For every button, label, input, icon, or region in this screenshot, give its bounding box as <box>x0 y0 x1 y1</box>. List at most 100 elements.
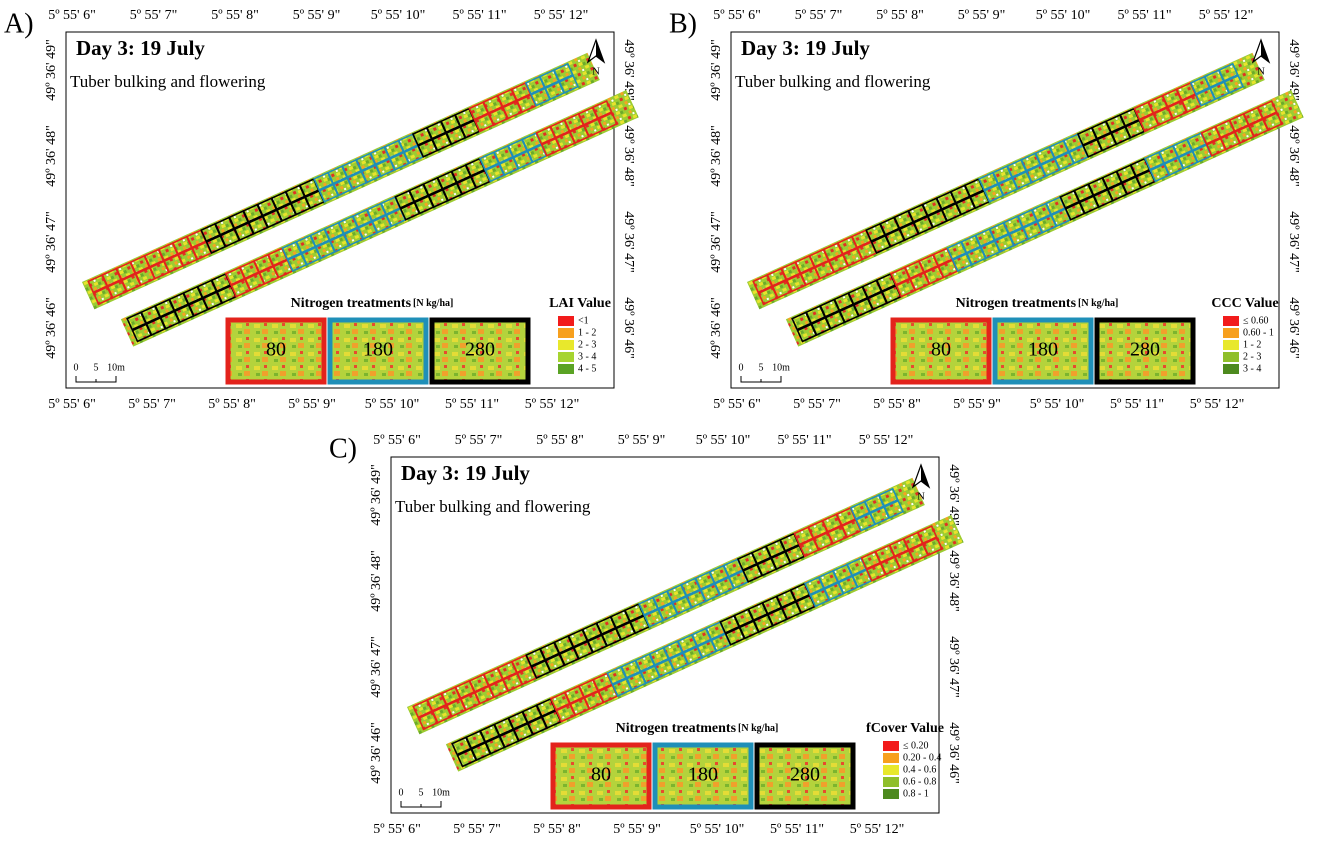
bottom-tick-label: 5º 55' 7" <box>453 822 501 837</box>
treatment-label: 180 <box>688 764 718 786</box>
value-swatch <box>883 741 899 751</box>
top-tick-label: 5º 55' 7" <box>795 8 843 23</box>
value-class-label: ≤ 0.20 <box>903 740 929 751</box>
treatment-label: 280 <box>1130 339 1160 361</box>
value-class-label: <1 <box>578 315 589 326</box>
top-tick-label: 5º 55' 8" <box>876 8 924 23</box>
bottom-tick-label: 5º 55' 9" <box>953 397 1001 412</box>
value-class-label: ≤ 0.60 <box>1243 315 1269 326</box>
top-tick-label: 5º 55' 9" <box>958 8 1006 23</box>
bottom-tick-label: 5º 55' 12" <box>1190 397 1245 412</box>
left-tick-label: 49º 36' 46" <box>44 297 59 359</box>
value-class-label: 0.20 - 0.4 <box>903 752 941 763</box>
top-tick-label: 5º 55' 10" <box>696 433 751 448</box>
right-tick-label: 49º 36' 47" <box>621 211 636 273</box>
top-tick-label: 5º 55' 7" <box>130 8 178 23</box>
top-tick-label: 5º 55' 6" <box>713 8 761 23</box>
left-tick-label: 49º 36' 46" <box>709 297 724 359</box>
treatments-title-text: Nitrogen treatments <box>616 721 737 736</box>
top-tick-label: 5º 55' 10" <box>371 8 426 23</box>
top-tick-label: 5º 55' 7" <box>455 433 503 448</box>
right-tick-label: 49º 36' 47" <box>946 636 961 698</box>
top-tick-label: 5º 55' 12" <box>534 8 589 23</box>
bottom-tick-label: 5º 55' 6" <box>713 397 761 412</box>
map-title: Day 3: 19 July <box>76 36 205 60</box>
value-swatch <box>1223 328 1239 338</box>
scale-label: 0 <box>739 362 744 373</box>
value-class-label: 2 - 3 <box>1243 351 1261 362</box>
treatments-unit: [N kg/ha] <box>413 298 453 309</box>
value-swatch <box>558 316 574 326</box>
treatments-title: Nitrogen treatments[N kg/ha] <box>616 721 779 736</box>
bottom-tick-label: 5º 55' 8" <box>208 397 256 412</box>
map-panel: C) 5º 55' 6" 5º 55' 7" 5º 55' 8" 5º 55' 9" 5º… <box>329 433 964 837</box>
bottom-tick-label: 5º 55' 10" <box>365 397 420 412</box>
bottom-tick-label: 5º 55' 9" <box>288 397 336 412</box>
treatment-label: 80 <box>931 339 951 361</box>
treatment-label: 180 <box>363 339 393 361</box>
value-swatch <box>883 789 899 799</box>
top-tick-label: 5º 55' 11" <box>1117 8 1171 23</box>
value-class-label: 0.8 - 1 <box>903 788 929 799</box>
figure: A) 5º 55' 6" 5º 55' 7" 5º 55' 8" 5º 55' 9" 5º… <box>0 0 1341 844</box>
map-subtitle: Tuber bulking and flowering <box>70 72 266 91</box>
bottom-tick-label: 5º 55' 8" <box>873 397 921 412</box>
treatments-unit: [N kg/ha] <box>738 723 778 734</box>
bottom-tick-label: 5º 55' 8" <box>533 822 581 837</box>
value-legend-title: LAI Value <box>549 296 611 311</box>
page: {"panels": [ {"letter": "A)", "title": "… <box>0 0 1341 844</box>
north-label: N <box>917 491 925 503</box>
value-class-label: 3 - 4 <box>1243 363 1261 374</box>
map-subtitle: Tuber bulking and flowering <box>735 72 931 91</box>
scale-label: 5 <box>94 362 99 373</box>
top-tick-label: 5º 55' 12" <box>859 433 914 448</box>
bottom-tick-label: 5º 55' 10" <box>690 822 745 837</box>
value-legend-title: CCC Value <box>1211 296 1278 311</box>
value-swatch <box>558 364 574 374</box>
treatments-title: Nitrogen treatments[N kg/ha] <box>291 296 454 311</box>
value-swatch <box>1223 316 1239 326</box>
top-tick-label: 5º 55' 12" <box>1199 8 1254 23</box>
treatment-label: 80 <box>266 339 286 361</box>
value-swatch <box>558 340 574 350</box>
panel-letter: B) <box>669 8 697 39</box>
top-tick-label: 5º 55' 6" <box>373 433 421 448</box>
treatments-unit: [N kg/ha] <box>1078 298 1118 309</box>
scale-label: 10m <box>107 362 125 373</box>
scale-bar <box>401 801 441 807</box>
panel-letter: C) <box>329 433 357 464</box>
bottom-tick-label: 5º 55' 12" <box>850 822 905 837</box>
value-class-label: 0.60 - 1 <box>1243 327 1274 338</box>
value-swatch <box>883 777 899 787</box>
value-class-label: 4 - 5 <box>578 363 596 374</box>
scale-label: 10m <box>432 787 450 798</box>
bottom-tick-label: 5º 55' 6" <box>48 397 96 412</box>
right-tick-label: 49º 36' 46" <box>621 297 636 359</box>
top-tick-label: 5º 55' 11" <box>452 8 506 23</box>
value-legend-title: fCover Value <box>866 721 944 736</box>
bottom-tick-label: 5º 55' 11" <box>1110 397 1164 412</box>
treatments-title-text: Nitrogen treatments <box>956 296 1077 311</box>
panel-letter: A) <box>4 8 34 39</box>
scale-bar <box>741 376 781 382</box>
value-swatch <box>883 765 899 775</box>
map-title: Day 3: 19 July <box>741 36 870 60</box>
value-class-label: 2 - 3 <box>578 339 596 350</box>
bottom-tick-label: 5º 55' 7" <box>128 397 176 412</box>
north-label: N <box>592 66 600 78</box>
scale-label: 5 <box>759 362 764 373</box>
treatments-title-text: Nitrogen treatments <box>291 296 412 311</box>
left-tick-label: 49º 36' 48" <box>709 125 724 187</box>
value-swatch <box>883 753 899 763</box>
bottom-tick-label: 5º 55' 11" <box>770 822 824 837</box>
top-tick-label: 5º 55' 11" <box>777 433 831 448</box>
right-tick-label: 49º 36' 46" <box>1286 297 1301 359</box>
scale-label: 0 <box>74 362 79 373</box>
right-tick-label: 49º 36' 48" <box>621 125 636 187</box>
value-class-label: 1 - 2 <box>1243 339 1261 350</box>
scale-label: 0 <box>399 787 404 798</box>
bottom-tick-label: 5º 55' 9" <box>613 822 661 837</box>
bottom-tick-label: 5º 55' 11" <box>445 397 499 412</box>
treatment-label: 180 <box>1028 339 1058 361</box>
left-tick-label: 49º 36' 47" <box>709 211 724 273</box>
